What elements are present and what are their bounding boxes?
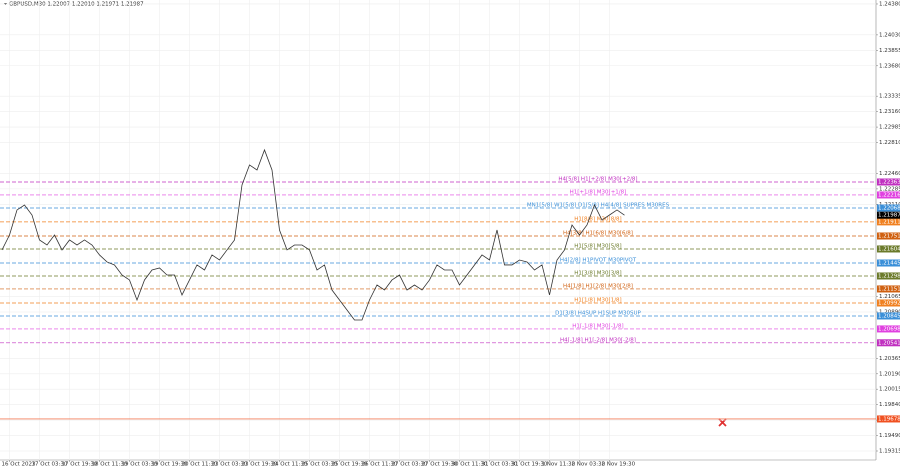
level-label: H4[2/8] H1PIVOT M30PIVOT bbox=[560, 258, 637, 264]
x-tick-label: 17 Oct 03:30 bbox=[32, 462, 68, 468]
price-tag bbox=[877, 178, 900, 186]
x-tick-label: 23 Oct 19:30 bbox=[242, 462, 278, 468]
x-tick-label: 23 Oct 03:30 bbox=[212, 462, 248, 468]
price-tag bbox=[877, 285, 900, 293]
x-tick-label: 25 Oct 19:30 bbox=[332, 462, 368, 468]
y-tick-label: 1.21065 bbox=[879, 294, 900, 300]
price-tag-label: 1.22216 bbox=[878, 192, 900, 198]
price-tag-label: 1.21604 bbox=[878, 246, 900, 252]
price-tag bbox=[877, 259, 900, 267]
x-tick-label: 18 Oct 11:30 bbox=[92, 462, 128, 468]
y-tick-label: 1.23160 bbox=[879, 109, 900, 115]
y-tick-label: 1.24380 bbox=[879, 1, 900, 7]
y-tick-label: 1.22460 bbox=[879, 171, 900, 177]
x-tick-label: 24 Oct 11:30 bbox=[272, 462, 308, 468]
y-tick-label: 1.19315 bbox=[879, 448, 900, 454]
level-label: H1[3/8] M30[3/8] bbox=[574, 270, 621, 276]
current-price-label: 1.21987 bbox=[878, 213, 900, 219]
y-tick-label: 1.23335 bbox=[879, 94, 900, 100]
y-tick-label: 1.20190 bbox=[879, 371, 900, 377]
y-tick-label: 1.23855 bbox=[879, 48, 900, 54]
level-label: H4[3/8] H1[6/8] M30[6/8] bbox=[563, 231, 633, 237]
price-tag bbox=[877, 191, 900, 199]
x-tick-label: 27 Oct 19:30 bbox=[422, 462, 458, 468]
x-tick-label: 2 Nov 03:30 bbox=[572, 462, 606, 468]
x-tick-label: 31 Oct 03:30 bbox=[482, 462, 518, 468]
y-tick-label: 1.22285 bbox=[879, 186, 900, 192]
y-tick-label: 1.24030 bbox=[879, 32, 900, 38]
current-price-tag bbox=[877, 211, 900, 219]
price-tag-label: 1.22363 bbox=[878, 179, 900, 185]
x-tick-label: 20 Oct 11:30 bbox=[182, 462, 218, 468]
level-label: H4[5/8] H1[+2/8] M30[+2/8] bbox=[558, 176, 637, 182]
price-tag-label: 1.22068 bbox=[878, 206, 900, 212]
level-label: H1[5/8] M30[5/8] bbox=[574, 243, 621, 249]
x-tick-label: 19 Oct 19:30 bbox=[152, 462, 188, 468]
level-label: D1[3/8] H4SUP H1SUP M30SUP bbox=[555, 310, 641, 316]
price-tag bbox=[877, 245, 900, 253]
price-tag-label: 1.21911 bbox=[878, 219, 900, 225]
price-tag bbox=[877, 325, 900, 333]
chart-title: GBPUSD,M30 1.22007 1.22010 1.21971 1.219… bbox=[9, 2, 144, 8]
y-tick-label: 1.19840 bbox=[879, 402, 900, 408]
price-tag-label: 1.20541 bbox=[878, 340, 900, 346]
price-tag-label: 1.20698 bbox=[878, 326, 900, 332]
level-label: H1[+1/8] M30[+1/8] bbox=[570, 189, 627, 195]
y-tick-label: 1.23680 bbox=[879, 63, 900, 69]
x-tick-label: 19 Oct 03:30 bbox=[122, 462, 158, 468]
y-tick-label: 1.20365 bbox=[879, 356, 900, 362]
price-tag bbox=[877, 415, 900, 423]
level-label: H1[-1/8] M30[-1/8] bbox=[572, 323, 623, 329]
price-tag-label: 1.19678 bbox=[878, 416, 900, 422]
y-tick-label: 1.22810 bbox=[879, 140, 900, 146]
x-tick-label: 17 Oct 19:30 bbox=[62, 462, 98, 468]
price-tag bbox=[877, 218, 900, 226]
price-tag-label: 1.21298 bbox=[878, 273, 900, 279]
x-tick-label: 2 Nov 19:30 bbox=[602, 462, 636, 468]
x-tick-label: 26 Oct 11:30 bbox=[362, 462, 398, 468]
price-tag-label: 1.21151 bbox=[878, 286, 900, 292]
price-tag-label: 1.20992 bbox=[878, 300, 900, 306]
price-line bbox=[1, 148, 625, 321]
y-tick-label: 1.20015 bbox=[879, 387, 900, 393]
x-tick-label: 31 Oct 19:30 bbox=[512, 462, 548, 468]
level-label: H4[1/8] H1[2/8] M30[2/8] bbox=[563, 283, 633, 289]
level-label: MN1[5/8] W1[5/8] D1[5/8] H4[4/8] SUPRES … bbox=[527, 203, 670, 209]
x-tick-label: 25 Oct 03:30 bbox=[302, 462, 338, 468]
price-tag bbox=[877, 232, 900, 240]
y-tick-label: 1.19490 bbox=[879, 433, 900, 439]
price-tag bbox=[877, 272, 900, 280]
price-tag bbox=[877, 312, 900, 320]
price-tag-label: 1.21751 bbox=[878, 234, 900, 240]
level-label: H4[-1/8] H1[-2/8] M30[-2/8] bbox=[560, 337, 636, 343]
price-tag bbox=[877, 339, 900, 347]
x-tick-label: 30 Oct 11:30 bbox=[452, 462, 488, 468]
x-tick-label: 1 Nov 11:30 bbox=[542, 462, 576, 468]
price-tag bbox=[877, 204, 900, 212]
x-tick-label: 16 Oct 2023 bbox=[2, 462, 37, 468]
price-tag bbox=[877, 299, 900, 307]
price-tag-label: 1.21445 bbox=[878, 261, 900, 267]
y-tick-label: 1.22985 bbox=[879, 125, 900, 131]
price-tag-label: 1.20845 bbox=[878, 313, 900, 319]
level-label: H1[8/8] M30[8/8] bbox=[574, 216, 621, 222]
level-label: H1[1/8] M30[1/8] bbox=[574, 297, 621, 303]
x-tick-label: 27 Oct 03:30 bbox=[392, 462, 428, 468]
